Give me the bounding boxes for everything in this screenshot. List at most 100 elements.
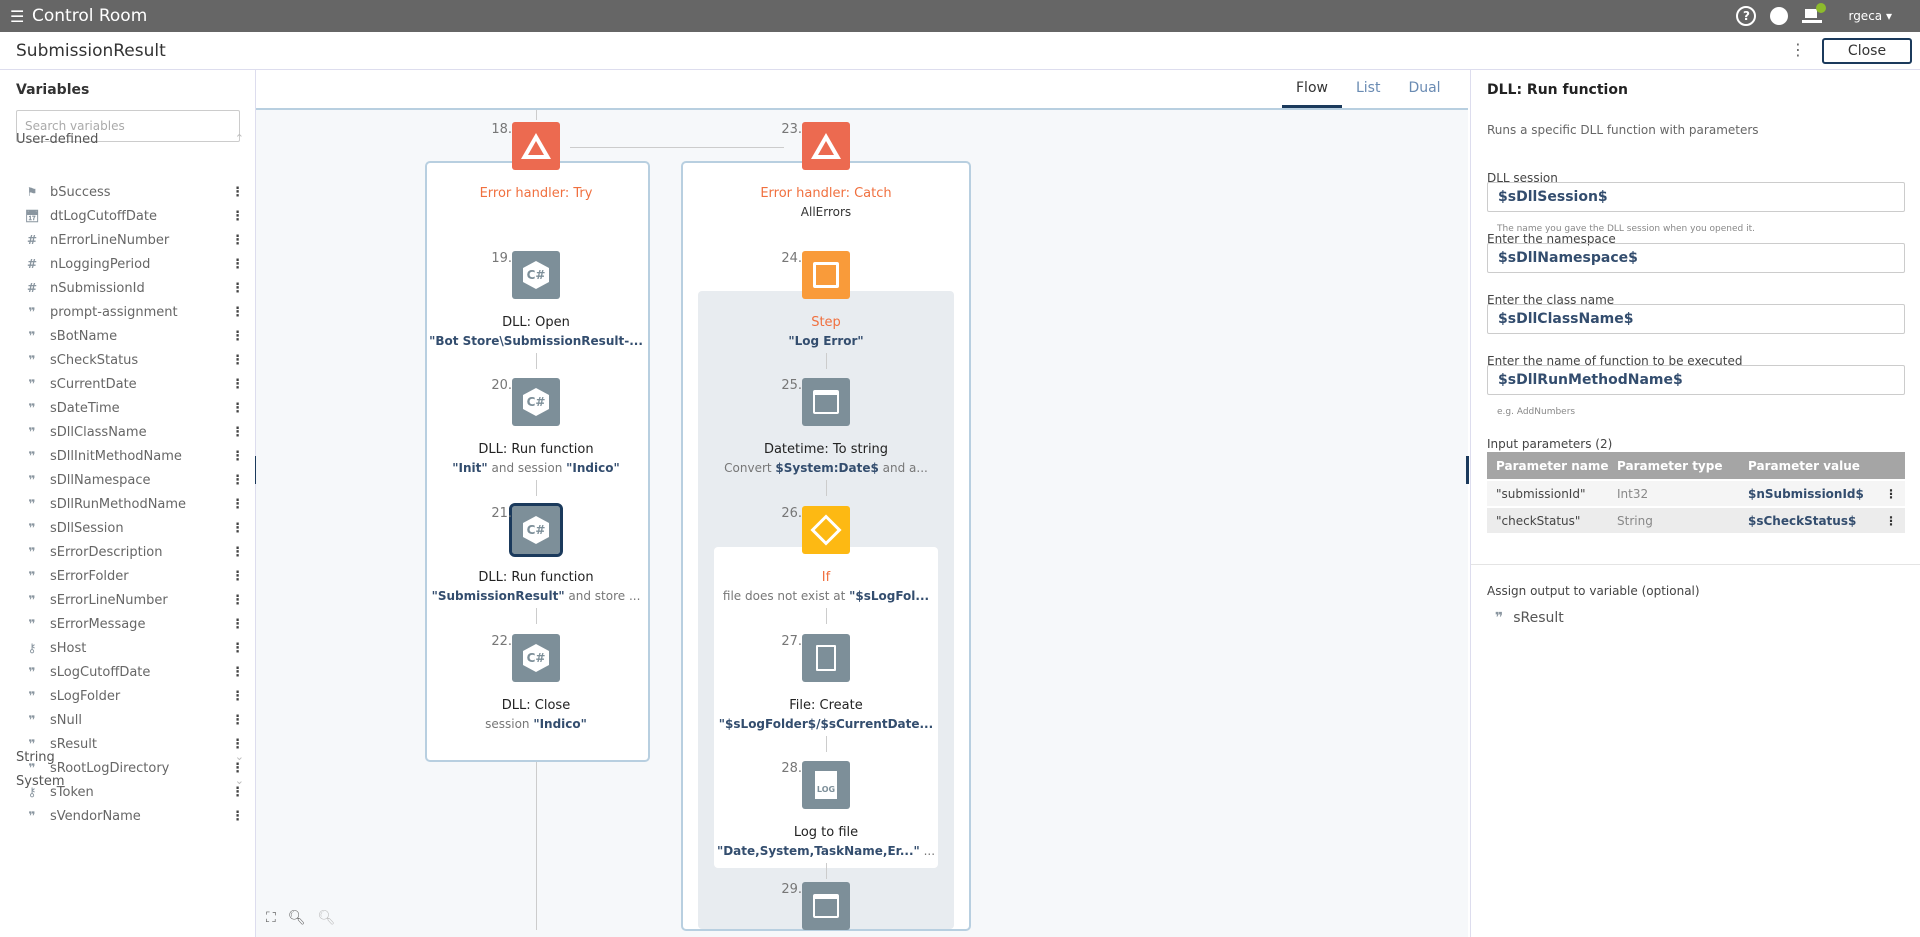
flow-node-21[interactable]: 21. C# DLL: Run function "SubmissionResult"… bbox=[396, 503, 676, 603]
more-options-icon[interactable]: ⋮ bbox=[231, 520, 244, 536]
more-options-icon[interactable]: ⋮ bbox=[231, 232, 244, 248]
variable-item[interactable]: ❞ sDllInitMethodName ⋮ bbox=[22, 444, 244, 468]
more-options-icon[interactable]: ⋮ bbox=[231, 304, 244, 320]
tab-flow[interactable]: Flow bbox=[1282, 70, 1342, 108]
variable-item[interactable]: ❞ sErrorLineNumber ⋮ bbox=[22, 588, 244, 612]
close-button[interactable]: Close bbox=[1822, 38, 1912, 64]
device-status-icon[interactable] bbox=[1802, 3, 1827, 23]
hamburger-menu-icon[interactable]: ☰ bbox=[10, 6, 25, 26]
field-input[interactable]: $sDllClassName$ bbox=[1487, 304, 1905, 334]
group-string[interactable]: String ⌄ bbox=[16, 750, 244, 765]
file-icon[interactable] bbox=[802, 634, 850, 682]
more-options-icon[interactable]: ⋮ bbox=[231, 784, 244, 800]
variable-item[interactable]: ❞ sLogFolder ⋮ bbox=[22, 684, 244, 708]
output-variable[interactable]: ❞ sResult bbox=[1495, 610, 1564, 626]
variable-item[interactable]: ❞ prompt-assignment ⋮ bbox=[22, 300, 244, 324]
more-options-icon[interactable]: ⋮ bbox=[231, 472, 244, 488]
flow-node-19[interactable]: 19. C# DLL: Open "Bot Store\SubmissionResul… bbox=[396, 251, 676, 348]
more-options-icon[interactable]: ⋮ bbox=[1885, 513, 1897, 528]
error-handler-icon[interactable] bbox=[802, 122, 850, 170]
variable-item[interactable]: ❞ sDllNamespace ⋮ bbox=[22, 468, 244, 492]
variable-item[interactable]: ❞ sRootLogDirectory ⋮ bbox=[22, 756, 244, 780]
more-options-icon[interactable]: ⋮ bbox=[231, 328, 244, 344]
more-options-icon[interactable]: ⋮ bbox=[231, 448, 244, 464]
variable-item[interactable]: ❞ sErrorDescription ⋮ bbox=[22, 540, 244, 564]
variable-item[interactable]: ❞ sBotName ⋮ bbox=[22, 324, 244, 348]
tab-list[interactable]: List bbox=[1355, 80, 1381, 96]
field-input[interactable]: $sDllNamespace$ bbox=[1487, 243, 1905, 273]
variable-item[interactable]: ⚷ sToken ⋮ bbox=[22, 780, 244, 804]
user-menu[interactable]: rgeca ▾ bbox=[1848, 9, 1892, 23]
search-variables-input[interactable] bbox=[16, 110, 240, 142]
flow-node-20[interactable]: 20. C# DLL: Run function "Init" and session… bbox=[396, 378, 676, 475]
table-row[interactable]: "submissionId" Int32 $nSubmissionId$ ⋮ bbox=[1487, 479, 1905, 506]
help-icon[interactable]: ? bbox=[1736, 6, 1757, 26]
variable-item[interactable]: ❞ sLogCutoffDate ⋮ bbox=[22, 660, 244, 684]
calendar-icon[interactable] bbox=[802, 882, 850, 930]
field-input[interactable]: $sDllRunMethodName$ bbox=[1487, 365, 1905, 395]
variable-item[interactable]: ⚷ sHost ⋮ bbox=[22, 636, 244, 660]
more-options-icon[interactable]: ⋮ bbox=[231, 184, 244, 200]
more-options-icon[interactable]: ⋮ bbox=[231, 712, 244, 728]
zoom-out-icon[interactable]: 🔍︎ bbox=[317, 910, 336, 926]
more-options-icon[interactable]: ⋮ bbox=[231, 640, 244, 656]
group-user-defined[interactable]: User-defined ⌃ bbox=[16, 132, 244, 147]
more-options-icon[interactable]: ⋮ bbox=[231, 352, 244, 368]
flow-canvas[interactable]: 18. Error handler: Try 19. C# DLL: Open "Bot … bbox=[256, 108, 1468, 937]
variable-item[interactable]: ⚑ bSuccess ⋮ bbox=[22, 180, 244, 204]
variable-item[interactable]: # nLoggingPeriod ⋮ bbox=[22, 252, 244, 276]
more-options-icon[interactable]: ⋮ bbox=[231, 760, 244, 776]
table-row[interactable]: "checkStatus" String $sCheckStatus$ ⋮ bbox=[1487, 506, 1905, 533]
error-handler-icon[interactable] bbox=[512, 122, 560, 170]
variable-item[interactable]: ❞ sDateTime ⋮ bbox=[22, 396, 244, 420]
variable-item[interactable]: # nSubmissionId ⋮ bbox=[22, 276, 244, 300]
flow-node-27[interactable]: 27. File: Create "$sLogFolder$/$sCurrentDa… bbox=[686, 634, 966, 731]
fit-screen-icon[interactable]: ⛶ bbox=[266, 910, 276, 926]
field-input[interactable]: $sDllSession$ bbox=[1487, 182, 1905, 212]
more-options-icon[interactable]: ⋮ bbox=[231, 280, 244, 296]
variable-item[interactable]: ❞ sDllClassName ⋮ bbox=[22, 420, 244, 444]
globe-icon[interactable] bbox=[1770, 7, 1789, 25]
flow-node-23[interactable]: 23. Error handler: Catch AllErrors bbox=[686, 122, 966, 219]
variable-item[interactable]: ❞ sVendorName ⋮ bbox=[22, 804, 244, 828]
if-icon[interactable] bbox=[802, 506, 850, 554]
panel-resize-handle[interactable] bbox=[1466, 456, 1469, 484]
variable-item[interactable]: ❞ sResult ⋮ bbox=[22, 732, 244, 756]
flow-node-24[interactable]: 24. Step "Log Error" bbox=[686, 251, 966, 348]
csharp-icon[interactable]: C# bbox=[512, 251, 560, 299]
flow-node-22[interactable]: 22. C# DLL: Close session "Indico" bbox=[396, 634, 676, 731]
group-system[interactable]: System ⌄ bbox=[16, 774, 244, 789]
more-options-icon[interactable]: ⋮ bbox=[231, 256, 244, 272]
more-options-icon[interactable]: ⋮ bbox=[231, 424, 244, 440]
variable-item[interactable]: ❞ sDllRunMethodName ⋮ bbox=[22, 492, 244, 516]
more-options-icon[interactable]: ⋮ bbox=[231, 376, 244, 392]
csharp-icon[interactable]: C# bbox=[509, 503, 563, 557]
zoom-in-icon[interactable]: 🔍︎ bbox=[287, 910, 306, 926]
chevron-up-icon[interactable]: ⌃ bbox=[234, 132, 244, 145]
more-options-icon[interactable]: ⋮ bbox=[231, 208, 244, 224]
more-options-icon[interactable]: ⋮ bbox=[1885, 486, 1897, 501]
chevron-down-icon[interactable]: ⌄ bbox=[234, 774, 244, 787]
more-options-icon[interactable]: ⋮ bbox=[231, 688, 244, 704]
variable-item[interactable]: ❞ sErrorFolder ⋮ bbox=[22, 564, 244, 588]
more-options-icon[interactable]: ⋮ bbox=[231, 400, 244, 416]
chevron-down-icon[interactable]: ⌄ bbox=[234, 750, 244, 763]
variable-item[interactable]: 📅︎ dtLogCutoffDate ⋮ bbox=[22, 204, 244, 228]
more-options-icon[interactable]: ⋮ bbox=[231, 616, 244, 632]
variable-item[interactable]: ❞ sCheckStatus ⋮ bbox=[22, 348, 244, 372]
more-options-icon[interactable]: ⋮ bbox=[231, 568, 244, 584]
step-icon[interactable] bbox=[802, 251, 850, 299]
variable-item[interactable]: ❞ sNull ⋮ bbox=[22, 708, 244, 732]
variable-item[interactable]: ❞ sDllSession ⋮ bbox=[22, 516, 244, 540]
more-options-icon[interactable]: ⋮ bbox=[231, 808, 244, 824]
log-file-icon[interactable]: LOG bbox=[802, 761, 850, 809]
variable-item[interactable]: ❞ sCurrentDate ⋮ bbox=[22, 372, 244, 396]
csharp-icon[interactable]: C# bbox=[512, 378, 560, 426]
flow-node-18[interactable]: 18. Error handler: Try bbox=[396, 122, 676, 201]
flow-node-26[interactable]: 26. If file does not exist at "$sLogFol... bbox=[686, 506, 966, 603]
calendar-icon[interactable] bbox=[802, 378, 850, 426]
csharp-icon[interactable]: C# bbox=[512, 634, 560, 682]
variable-item[interactable]: # nErrorLineNumber ⋮ bbox=[22, 228, 244, 252]
more-options-icon[interactable]: ⋮ bbox=[231, 736, 244, 752]
tab-dual[interactable]: Dual bbox=[1408, 80, 1441, 96]
